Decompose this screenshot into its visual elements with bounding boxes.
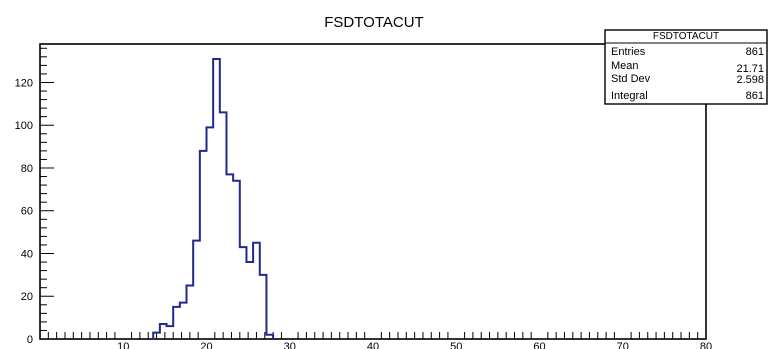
x-axis: 10 20 30 40 50 60 70 80 — [39, 332, 712, 349]
histogram-bin — [187, 286, 194, 339]
stats-entries-value: 861 — [746, 46, 764, 58]
y-tick-label: 40 — [21, 248, 33, 260]
stats-mean-label: Mean — [611, 60, 639, 72]
histogram-bin — [153, 333, 160, 339]
y-tick-label: 100 — [15, 120, 33, 132]
histogram-bin — [180, 303, 187, 339]
histogram-bin — [240, 247, 247, 339]
stats-box: FSDTOTACUT Entries 861 Mean 21.71 Std De… — [604, 29, 768, 105]
x-tick-label: 50 — [450, 341, 462, 349]
histogram-bin — [193, 241, 200, 339]
histogram-bin — [260, 275, 267, 339]
x-tick-label: 70 — [617, 341, 629, 349]
y-tick-label: 0 — [27, 334, 33, 346]
histogram-bin — [173, 307, 180, 339]
x-tick-label: 60 — [533, 341, 545, 349]
stats-entries-label: Entries — [611, 46, 646, 58]
histogram-series — [152, 57, 275, 339]
histogram-outline — [152, 57, 275, 339]
stats-mean-value: 21.71 — [736, 63, 764, 75]
x-tick-label: 80 — [700, 341, 712, 349]
stats-integral-value: 861 — [746, 90, 764, 102]
stats-stddev-label: Std Dev — [611, 73, 651, 85]
histogram-bin — [226, 174, 233, 339]
histogram-bin — [213, 59, 220, 339]
y-tick-label: 80 — [21, 163, 33, 175]
y-tick-label: 20 — [21, 291, 33, 303]
stats-box-frame — [604, 29, 768, 105]
stats-box-title: FSDTOTACUT — [653, 31, 719, 42]
histogram-bin — [200, 151, 207, 339]
y-axis: 0 20 40 60 80 100 120 — [15, 47, 54, 346]
histogram-bin — [253, 243, 260, 339]
histogram-bin — [246, 262, 253, 339]
plot-frame — [39, 43, 707, 340]
histogram-bin — [167, 326, 174, 339]
histogram-bin — [233, 181, 240, 339]
histogram-bin — [220, 112, 227, 339]
x-tick-label: 20 — [200, 341, 212, 349]
x-tick-label: 10 — [117, 341, 129, 349]
x-tick-label: 40 — [367, 341, 379, 349]
stats-stddev-value: 2.598 — [736, 74, 764, 86]
histogram-bin — [266, 335, 273, 339]
histogram-bin — [160, 324, 167, 339]
stats-integral-label: Integral — [611, 90, 648, 102]
x-tick-label: 30 — [284, 341, 296, 349]
chart-title: FSDTOTACUT — [324, 14, 423, 31]
y-tick-label: 60 — [21, 206, 33, 218]
histogram-bin — [207, 127, 214, 339]
y-tick-label: 120 — [15, 77, 33, 89]
